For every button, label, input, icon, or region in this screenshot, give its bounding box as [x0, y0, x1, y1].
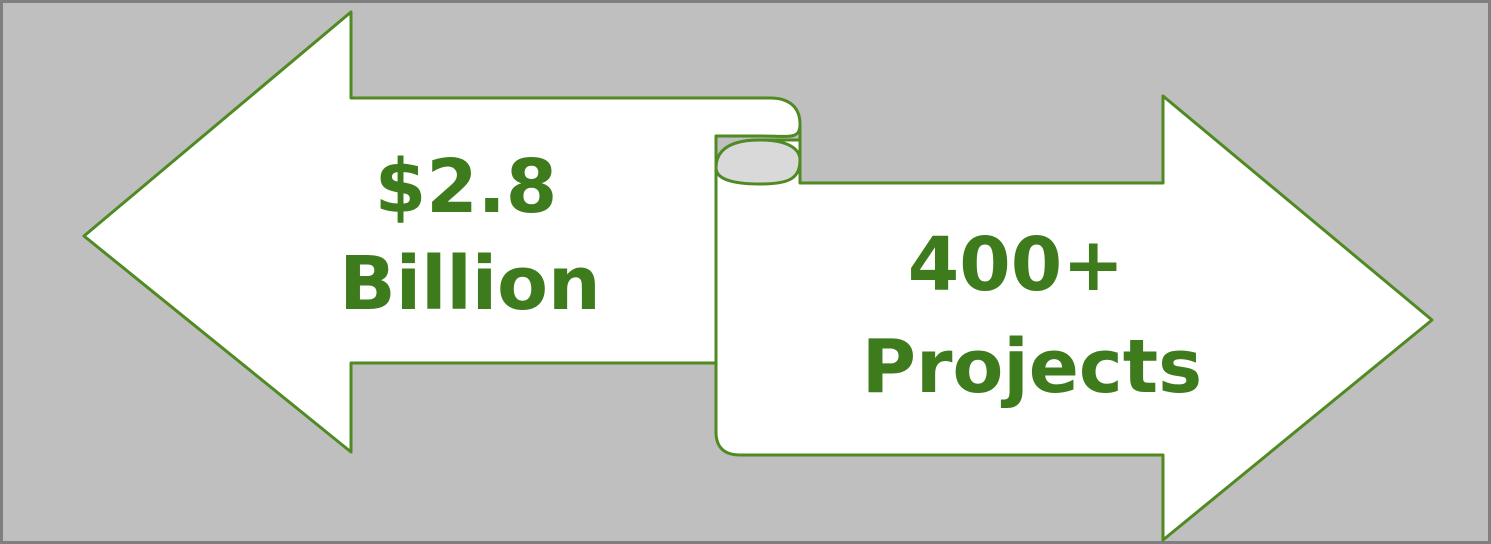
inner-border	[8, 8, 1483, 536]
left-arrow-value: $2.8	[375, 144, 558, 230]
right-arrow-unit: Projects	[862, 324, 1202, 410]
scroll-fold	[714, 138, 802, 186]
right-arrow-value: 400+	[908, 222, 1124, 308]
left-arrow-unit: Billion	[339, 241, 600, 327]
